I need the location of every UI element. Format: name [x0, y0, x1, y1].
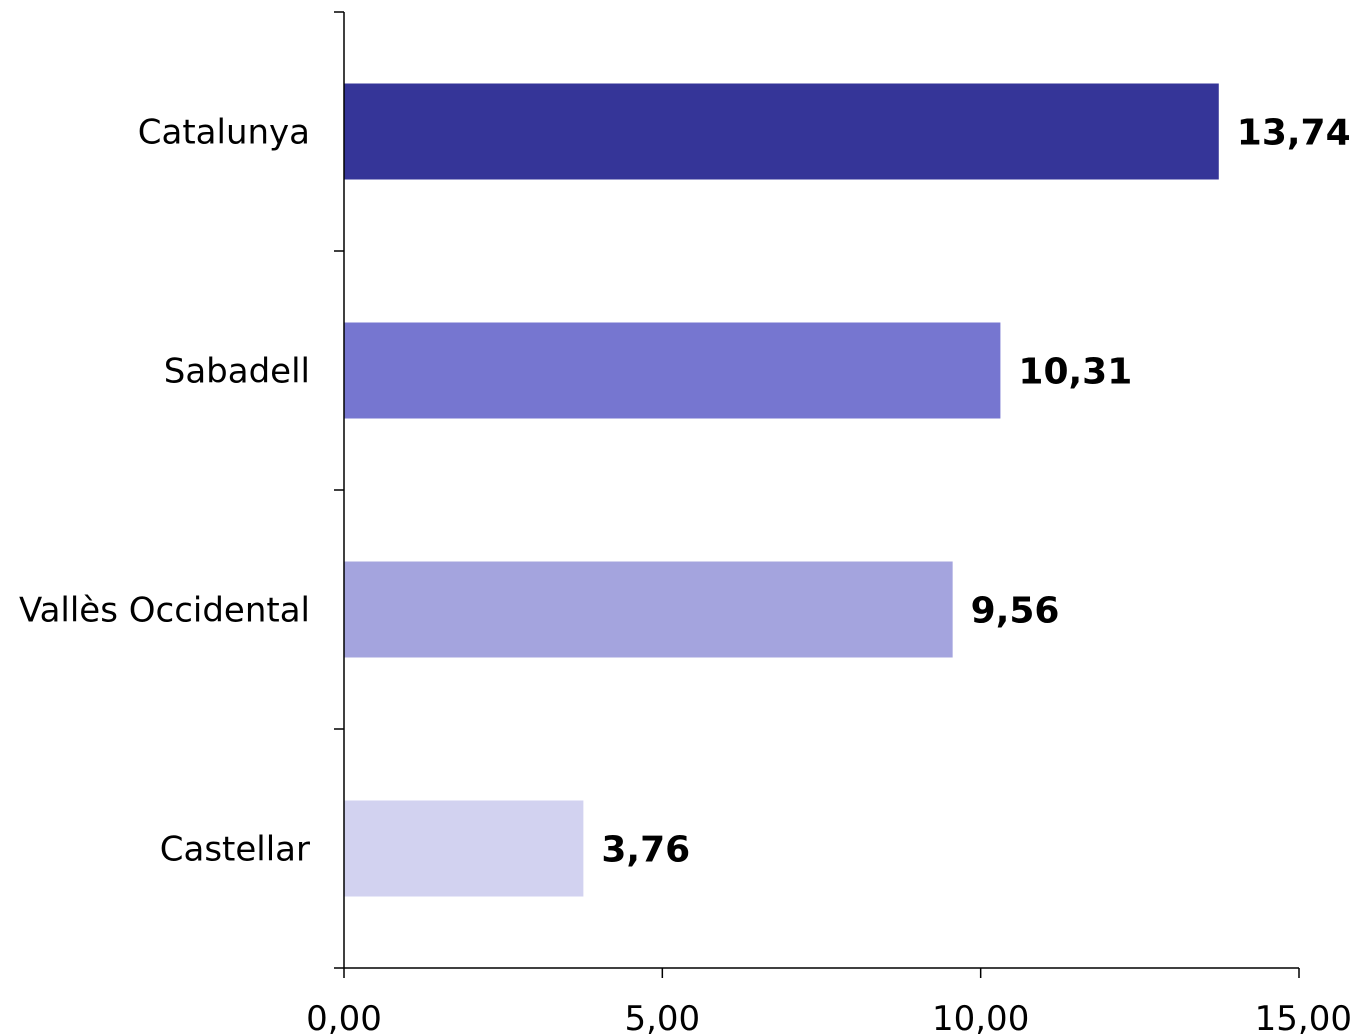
x-tick-label: 15,00	[1255, 999, 1352, 1034]
bar-catalunya	[344, 83, 1219, 180]
bar-vall-s-occidental	[344, 561, 953, 658]
data-label: 9,56	[971, 591, 1060, 632]
bar-castellar	[344, 800, 584, 897]
category-label: Sabadell	[164, 352, 310, 392]
data-label: 13,74	[1237, 113, 1351, 154]
category-label: Catalunya	[138, 113, 310, 153]
bars-group	[344, 83, 1219, 897]
category-label: Vallès Occidental	[19, 591, 310, 631]
x-tick-label: 10,00	[932, 999, 1029, 1034]
x-ticks-group: 0,00 5,00 10,00 15,00	[306, 968, 1352, 1034]
x-tick-label: 0,00	[306, 999, 382, 1034]
data-label: 3,76	[601, 830, 690, 871]
bar-sabadell	[344, 322, 1001, 419]
data-label: 10,31	[1018, 352, 1132, 393]
axes-group	[334, 11, 1299, 969]
category-label: Castellar	[160, 830, 310, 870]
data-labels-group: 13,74 10,31 9,56 3,76	[601, 113, 1350, 871]
x-tick-label: 5,00	[624, 999, 700, 1034]
category-labels-group: Catalunya Sabadell Vallès Occidental Castel…	[19, 113, 310, 870]
